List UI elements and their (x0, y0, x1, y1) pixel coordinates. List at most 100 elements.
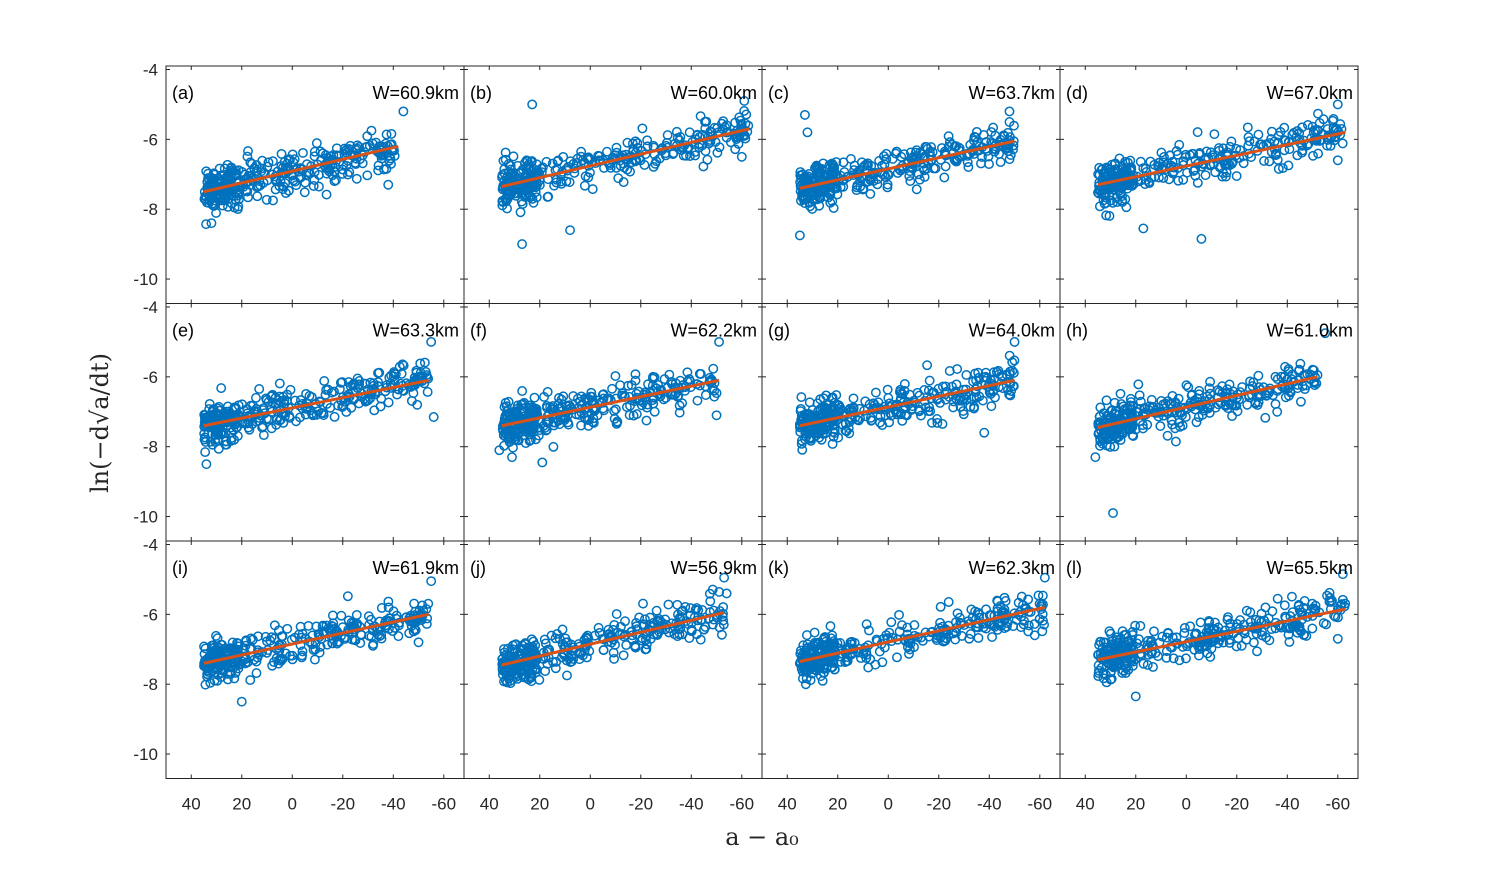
data-point (344, 167, 355, 178)
data-point (974, 609, 985, 620)
data-point (1101, 429, 1112, 440)
data-point (1156, 396, 1167, 406)
data-point (337, 377, 348, 388)
data-point (1191, 417, 1202, 428)
data-point (1008, 367, 1019, 378)
data-point (832, 404, 843, 414)
data-point (1134, 643, 1145, 654)
data-point (825, 621, 836, 632)
data-point (1133, 379, 1144, 390)
panel-label: (l) (1066, 558, 1082, 578)
data-point (935, 154, 946, 165)
data-point (1179, 628, 1190, 639)
data-point (1253, 370, 1264, 381)
data-point (820, 641, 831, 652)
panel-label: (e) (172, 321, 194, 341)
data-point (648, 617, 659, 628)
data-point (1094, 640, 1105, 650)
data-point (1004, 389, 1015, 400)
data-point (426, 576, 437, 587)
data-point (561, 655, 572, 666)
data-point (1210, 167, 1221, 178)
data-point (1154, 157, 1165, 168)
data-point (670, 378, 681, 389)
panel-label: (k) (768, 558, 789, 578)
data-point (1193, 641, 1204, 651)
data-point (1095, 440, 1105, 451)
data-point (1105, 674, 1116, 685)
width-label: W=65.5km (1266, 558, 1353, 578)
data-point (900, 409, 911, 420)
data-point (212, 193, 222, 204)
data-point (354, 379, 365, 390)
data-point (257, 155, 268, 166)
data-point (521, 426, 532, 437)
x-tick-label: 0 (884, 795, 893, 814)
data-point (927, 417, 937, 428)
data-point (849, 160, 860, 171)
data-point (507, 452, 517, 463)
data-point (517, 426, 528, 437)
data-point (716, 629, 727, 640)
panel-d: (d) W=67.0km (1059, 65, 1359, 304)
fit-line (1097, 130, 1346, 187)
data-point (695, 369, 706, 379)
data-point (309, 146, 320, 157)
data-point (200, 436, 211, 447)
data-point (965, 629, 976, 639)
data-point (800, 174, 811, 185)
y-tick-label: -6 (143, 368, 158, 387)
data-point (510, 639, 520, 650)
data-point (1096, 662, 1107, 673)
y-tick-label: -10 (133, 508, 158, 527)
data-point (1125, 403, 1135, 414)
data-point (730, 144, 741, 155)
data-point (848, 393, 859, 404)
data-point (840, 657, 851, 668)
data-point (718, 619, 729, 630)
data-point (251, 656, 262, 667)
data-point (1037, 590, 1048, 601)
data-point (201, 459, 212, 470)
data-point (1261, 390, 1272, 401)
data-point (1259, 156, 1269, 166)
data-point (799, 109, 810, 120)
data-point (880, 410, 891, 421)
width-label: W=67.0km (1266, 83, 1353, 103)
panel-label: (b) (470, 83, 492, 103)
data-point (1295, 358, 1306, 369)
data-point (513, 650, 524, 660)
data-point (1279, 122, 1290, 133)
data-point (702, 154, 713, 165)
data-point (943, 141, 954, 152)
data-point (1007, 357, 1018, 368)
data-point (1174, 655, 1185, 666)
data-point (200, 447, 211, 458)
data-point (575, 396, 586, 407)
data-point (800, 194, 811, 204)
data-point (1333, 612, 1343, 623)
data-point (1105, 166, 1116, 177)
data-point (605, 162, 616, 173)
data-point (268, 195, 278, 206)
data-point (528, 408, 539, 419)
data-point (1288, 127, 1299, 138)
data-point (925, 406, 936, 417)
data-point (532, 422, 543, 433)
data-point (413, 637, 424, 648)
data-point (1179, 622, 1190, 633)
data-point (672, 599, 683, 610)
data-point (215, 639, 226, 650)
data-point (718, 602, 729, 612)
data-point (875, 411, 886, 422)
data-point (994, 148, 1005, 159)
data-point (1098, 673, 1109, 684)
x-tick-label: 40 (778, 795, 797, 814)
data-point (1188, 148, 1199, 159)
data-point (383, 179, 394, 190)
data-point (794, 230, 805, 241)
data-point (1232, 619, 1243, 629)
data-point (202, 663, 213, 674)
data-point (1273, 163, 1284, 174)
data-point (1241, 634, 1252, 645)
